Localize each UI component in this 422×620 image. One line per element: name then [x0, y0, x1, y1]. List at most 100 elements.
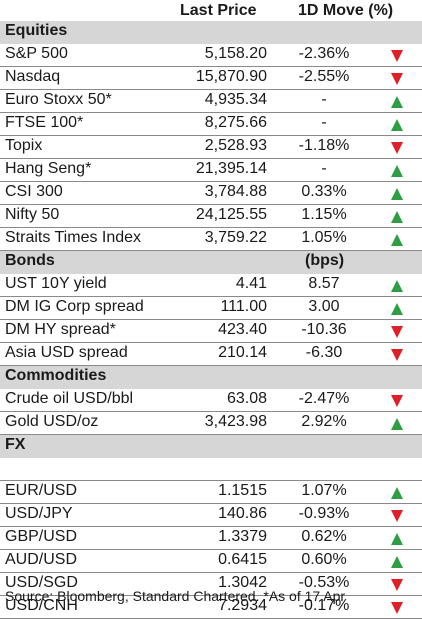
down-arrow-icon — [390, 601, 404, 615]
row-divider — [0, 572, 422, 573]
row-divider — [0, 112, 422, 113]
up-arrow-icon — [390, 555, 404, 569]
row-divider — [0, 135, 422, 136]
section-title: Bonds — [5, 252, 55, 269]
move-header: 1D Move (%) — [298, 2, 394, 19]
up-arrow-icon — [390, 233, 404, 247]
instrument-name: Topix — [5, 137, 43, 154]
row-divider — [0, 411, 422, 412]
table-header: Last Price 1D Move (%) — [0, 0, 422, 21]
row-divider — [0, 204, 422, 205]
row-divider — [0, 158, 422, 159]
down-arrow-icon — [390, 141, 404, 155]
daily-move: -2.47% — [298, 390, 350, 407]
table-row: Euro Stoxx 50* 4,935.34 - — [0, 90, 422, 113]
down-arrow-icon — [390, 394, 404, 408]
instrument-name: S&P 500 — [5, 45, 68, 62]
daily-move: - — [321, 114, 327, 131]
last-price: 15,870.90 — [195, 68, 267, 85]
table-row: Gold USD/oz 3,423.98 2.92% — [0, 412, 422, 435]
table-row: Asia USD spread 210.14 -6.30 — [0, 343, 422, 366]
instrument-name: Hang Seng* — [5, 160, 92, 177]
row-divider — [0, 227, 422, 228]
up-arrow-icon — [390, 164, 404, 178]
section-title: Commodities — [5, 367, 107, 384]
row-divider — [0, 549, 422, 550]
last-price: 1.1515 — [218, 482, 267, 499]
table-row: DM IG Corp spread 111.00 3.00 — [0, 297, 422, 320]
table-row: UST 10Y yield 4.41 8.57 — [0, 274, 422, 297]
last-price: 210.14 — [218, 344, 267, 361]
last-price: 63.08 — [226, 390, 267, 407]
section-title: FX — [5, 436, 26, 453]
up-arrow-icon — [390, 187, 404, 201]
daily-move: -6.30 — [305, 344, 343, 361]
last-price: 1.3042 — [218, 574, 267, 591]
row-divider — [0, 365, 422, 366]
section-header: Equities — [0, 21, 422, 44]
daily-move: 2.92% — [301, 413, 347, 430]
up-arrow-icon — [390, 279, 404, 293]
row-divider — [0, 480, 422, 481]
last-price: 2,528.93 — [204, 137, 267, 154]
instrument-name: Straits Times Index — [5, 229, 142, 246]
up-arrow-icon — [390, 486, 404, 500]
last-price: 7.2934 — [218, 597, 267, 614]
instrument-name: FTSE 100* — [5, 114, 84, 131]
table-row: Crude oil USD/bbl 63.08 -2.47% — [0, 389, 422, 412]
down-arrow-icon — [390, 325, 404, 339]
table-row: USD/JPY 140.86 -0.93% — [0, 504, 422, 527]
instrument-name: USD/SGD — [5, 574, 78, 591]
row-divider — [0, 618, 422, 619]
last-price: 140.86 — [218, 505, 267, 522]
daily-move: -0.17% — [298, 597, 350, 614]
daily-move: 0.33% — [301, 183, 347, 200]
daily-move: - — [321, 160, 327, 177]
table-row: CSI 300 3,784.88 0.33% — [0, 182, 422, 205]
up-arrow-icon — [390, 532, 404, 546]
instrument-name: Nifty 50 — [5, 206, 60, 223]
daily-move: 0.62% — [301, 528, 347, 545]
last-price-header: Last Price — [180, 2, 257, 19]
last-price: 4.41 — [235, 275, 267, 292]
last-price: 3,423.98 — [204, 413, 267, 430]
up-arrow-icon — [390, 118, 404, 132]
table-row: EUR/USD 1.1515 1.07% — [0, 481, 422, 504]
daily-move: 0.60% — [301, 551, 347, 568]
daily-move: - — [321, 91, 327, 108]
up-arrow-icon — [390, 95, 404, 109]
instrument-name: USD/CNH — [5, 597, 78, 614]
row-divider — [0, 342, 422, 343]
last-price: 111.00 — [220, 298, 267, 315]
table-row: Nasdaq 15,870.90 -2.55% — [0, 67, 422, 90]
down-arrow-icon — [390, 49, 404, 63]
daily-move: -0.53% — [298, 574, 350, 591]
row-divider — [0, 503, 422, 504]
down-arrow-icon — [390, 72, 404, 86]
last-price: 0.6415 — [218, 551, 267, 568]
source-note: Source: Bloomberg, Standard Chartered. *… — [5, 588, 346, 604]
last-price: 5,158.20 — [204, 45, 267, 62]
table-row: GBP/USD 1.3379 0.62% — [0, 527, 422, 550]
last-price: 8,275.66 — [204, 114, 267, 131]
instrument-name: UST 10Y yield — [5, 275, 107, 292]
instrument-name: CSI 300 — [5, 183, 63, 200]
row-divider — [0, 89, 422, 90]
last-price: 24,125.55 — [195, 206, 267, 223]
last-price: 1.3379 — [218, 528, 267, 545]
up-arrow-icon — [390, 210, 404, 224]
row-divider — [0, 181, 422, 182]
row-divider — [0, 526, 422, 527]
last-price: 3,784.88 — [204, 183, 267, 200]
row-divider — [0, 434, 422, 435]
daily-move: 8.57 — [308, 275, 340, 292]
daily-move: 1.05% — [301, 229, 347, 246]
section-unit: (bps) — [305, 252, 345, 269]
section-title: Equities — [5, 22, 68, 39]
daily-move: -1.18% — [298, 137, 350, 154]
section-header: Commodities — [0, 366, 422, 389]
table-row: USD/CNH 7.2934 -0.17% — [0, 596, 422, 619]
down-arrow-icon — [390, 348, 404, 362]
instrument-name: Gold USD/oz — [5, 413, 99, 430]
